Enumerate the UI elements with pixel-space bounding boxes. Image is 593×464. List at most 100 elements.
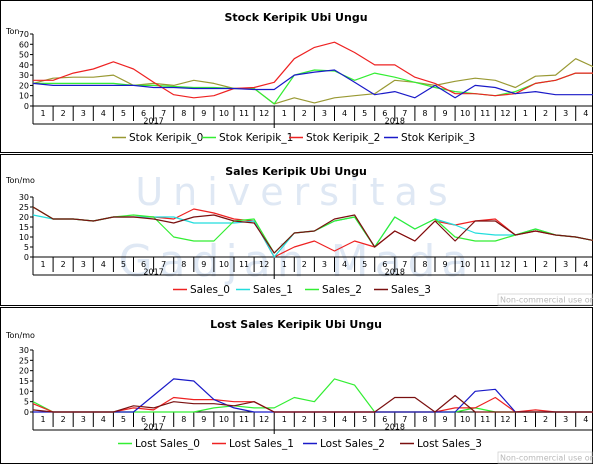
legend-label: Stok Keripik_2 <box>306 132 380 144</box>
x-tick-label: 12 <box>259 260 269 269</box>
x-tick-label: 2 <box>543 415 548 424</box>
x-tick-label: 7 <box>402 260 407 269</box>
x-tick-label: 5 <box>362 109 367 118</box>
x-tick-label: 7 <box>161 109 166 118</box>
year-label: 2017 <box>143 117 163 126</box>
legend-label: Sales_1 <box>253 284 293 296</box>
y-tick-label: 5 <box>24 243 29 252</box>
x-tick-label: 5 <box>121 415 126 424</box>
x-tick-label: 1 <box>41 109 46 118</box>
series-line-sales-3 <box>32 206 593 254</box>
x-tick-label: 10 <box>219 415 229 424</box>
series-line-stok-keripik-3 <box>32 69 593 99</box>
y-tick-label: 10 <box>19 233 29 242</box>
x-tick-label: 3 <box>563 109 568 118</box>
legend-label: Stok Keripik_3 <box>401 132 475 144</box>
x-tick-label: 7 <box>161 260 166 269</box>
x-tick-label: 2 <box>302 260 307 269</box>
year-label: 2018 <box>385 117 405 126</box>
y-tick-label: 30 <box>19 346 29 355</box>
x-tick-label: 1 <box>523 109 528 118</box>
x-tick-label: 12 <box>259 415 269 424</box>
x-tick-label: 12 <box>500 260 510 269</box>
x-tick-label: 6 <box>141 415 146 424</box>
x-tick-label: 6 <box>382 415 387 424</box>
y-tick-label: 20 <box>19 367 29 376</box>
x-tick-label: 8 <box>181 109 186 118</box>
series-line-stok-keripik-1 <box>33 69 593 105</box>
y-tick-label: 0 <box>24 408 29 417</box>
x-tick-label: 3 <box>81 415 86 424</box>
x-tick-label: 4 <box>342 415 347 424</box>
y-tick-label: 25 <box>19 203 29 212</box>
x-tick-label: 8 <box>422 260 427 269</box>
x-tick-label: 1 <box>523 415 528 424</box>
noncommercial-box <box>497 293 593 306</box>
y-tick-label: 20 <box>19 213 29 222</box>
series-line-stok-keripik-0 <box>32 58 593 105</box>
legend-label: Stok Keripik_0 <box>129 132 203 144</box>
x-tick-label: 2 <box>302 415 307 424</box>
x-tick-label: 1 <box>282 415 287 424</box>
x-tick-label: 12 <box>500 415 510 424</box>
chart-title: Lost Sales Keripik Ubi Ungu <box>210 318 382 331</box>
x-tick-label: 9 <box>201 415 206 424</box>
legend-label: Lost Sales_0 <box>135 438 200 450</box>
x-tick-label: 9 <box>443 415 448 424</box>
x-tick-label: 5 <box>362 415 367 424</box>
x-tick-label: 8 <box>181 260 186 269</box>
noncommercial-label: Non-commercial use only <box>500 296 593 305</box>
legend-label: Lost Sales_3 <box>417 438 482 450</box>
x-tick-label: 1 <box>523 260 528 269</box>
x-tick-label: 8 <box>422 415 427 424</box>
series-line-sales-0 <box>32 206 593 258</box>
x-tick-label: 4 <box>101 415 106 424</box>
x-tick-label: 5 <box>362 260 367 269</box>
x-tick-label: 4 <box>583 415 588 424</box>
y-tick-label: 15 <box>19 223 29 232</box>
x-tick-label: 3 <box>322 109 327 118</box>
x-tick-label: 1 <box>41 260 46 269</box>
legend-label: Sales_2 <box>322 284 362 296</box>
year-label: 2018 <box>385 423 405 432</box>
x-tick-label: 6 <box>141 260 146 269</box>
x-tick-label: 2 <box>61 260 66 269</box>
x-tick-label: 6 <box>382 109 387 118</box>
x-tick-label: 11 <box>239 415 249 424</box>
x-tick-label: 5 <box>121 260 126 269</box>
x-tick-label: 2 <box>61 109 66 118</box>
series-line-sales-1 <box>32 214 593 258</box>
x-tick-label: 3 <box>81 109 86 118</box>
y-tick-label: 30 <box>19 71 29 80</box>
noncommercial-label: Non-commercial use only <box>500 454 593 463</box>
series-line-lost-sales-3 <box>32 394 593 413</box>
legend-label: Sales_3 <box>391 284 431 296</box>
x-tick-label: 12 <box>259 109 269 118</box>
y-tick-label: 0 <box>24 253 29 262</box>
stock-chart-panel: Stock Keripik Ubi UnguTon010203040506070… <box>0 0 593 153</box>
x-tick-label: 3 <box>81 260 86 269</box>
y-axis-unit-label: Ton/mo <box>5 176 35 185</box>
year-label: 2017 <box>143 423 163 432</box>
x-tick-label: 6 <box>382 260 387 269</box>
x-tick-label: 11 <box>480 260 490 269</box>
y-tick-label: 15 <box>19 377 29 386</box>
y-tick-label: 20 <box>19 81 29 90</box>
x-tick-label: 5 <box>121 109 126 118</box>
x-tick-label: 9 <box>443 260 448 269</box>
y-tick-label: 5 <box>24 398 29 407</box>
series-line-stok-keripik-2 <box>33 41 593 99</box>
x-tick-label: 2 <box>302 109 307 118</box>
year-label: 2017 <box>143 268 163 277</box>
x-tick-label: 8 <box>181 415 186 424</box>
x-tick-label: 6 <box>141 109 146 118</box>
x-tick-label: 10 <box>460 415 470 424</box>
x-tick-label: 11 <box>239 109 249 118</box>
x-tick-label: 11 <box>480 415 490 424</box>
x-tick-label: 10 <box>460 109 470 118</box>
x-tick-label: 7 <box>402 415 407 424</box>
y-tick-label: 30 <box>19 193 29 202</box>
lost-sales-chart-panel: Lost Sales Keripik Ubi UnguTon/mo0510152… <box>0 307 593 464</box>
x-tick-label: 7 <box>161 415 166 424</box>
x-tick-label: 10 <box>219 260 229 269</box>
